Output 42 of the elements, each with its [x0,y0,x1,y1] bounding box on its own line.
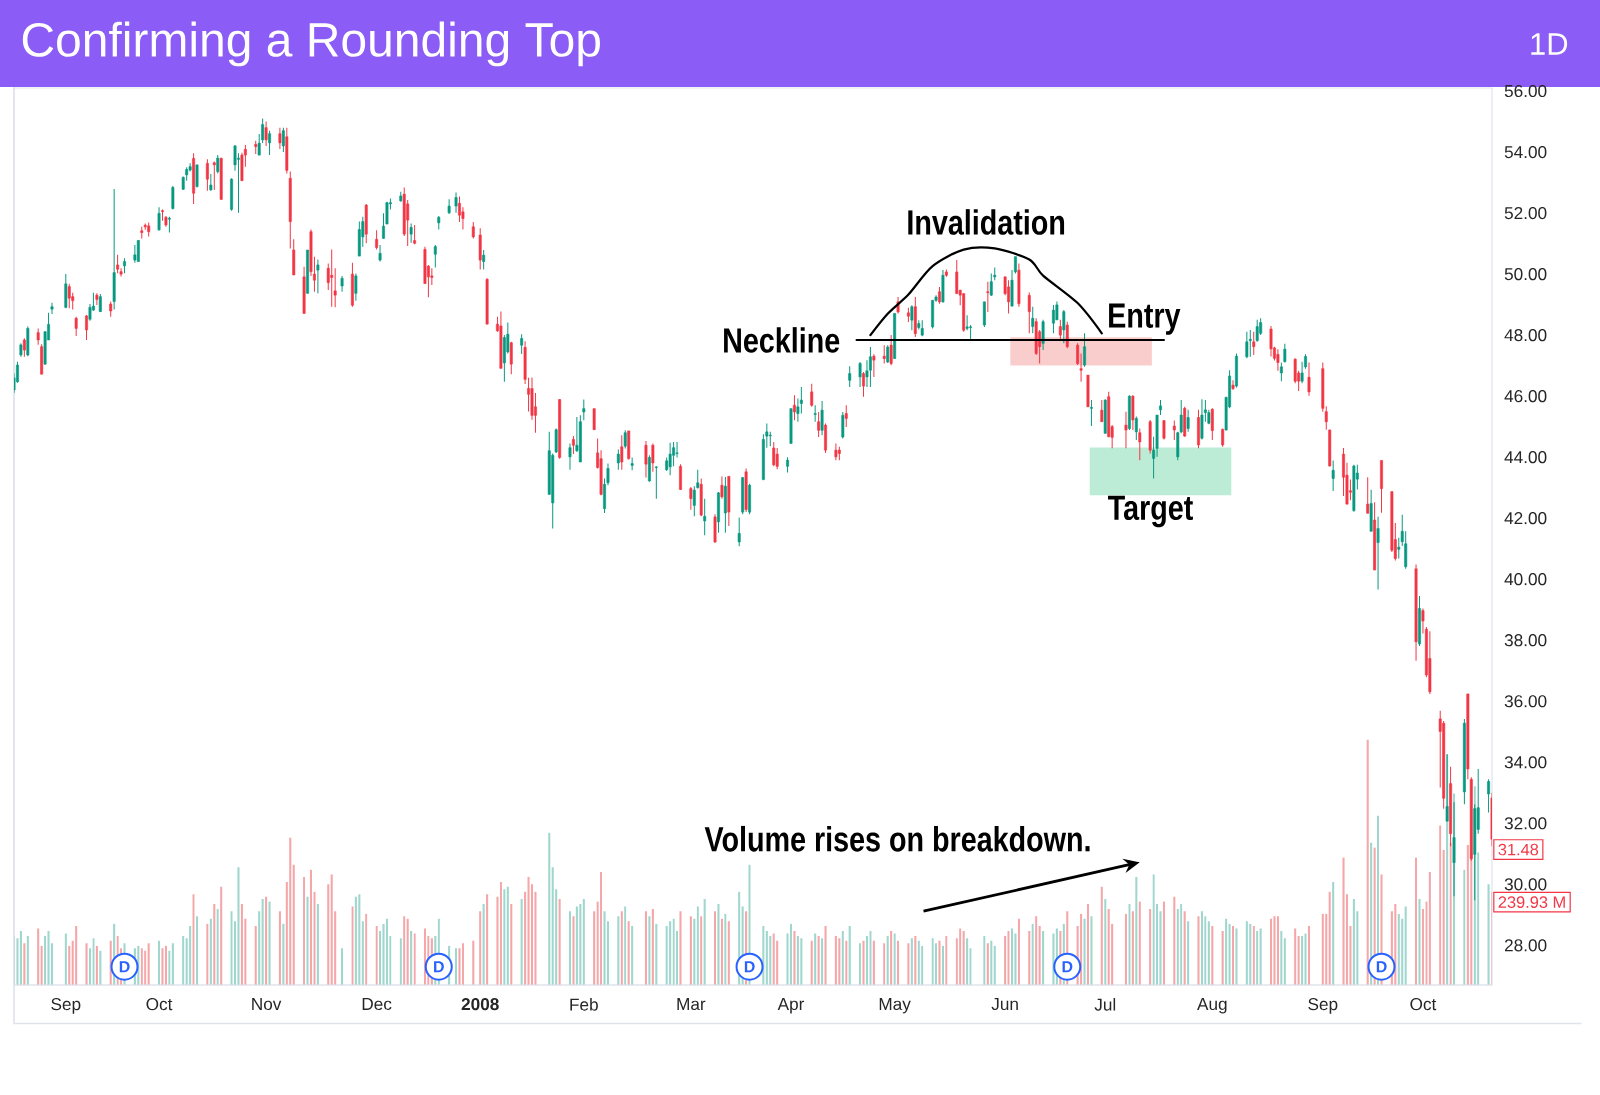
y-tick-label: 30.00 [1504,878,1547,891]
text: 31.48 [1498,843,1539,856]
text: 239.93 M [1498,896,1565,908]
chart-title: Confirming a Rounding Top [22,21,600,67]
x-tick-label: Jun [991,998,1018,1011]
text: D [1376,961,1387,973]
y-tick-label: 56.00 [1504,84,1547,98]
x-tick-label: Nov [252,998,282,1011]
text: D [744,961,755,973]
y-tick-label: 54.00 [1504,145,1547,159]
x-tick-label: Aug [1197,998,1227,1014]
y-tick-label: 36.00 [1504,695,1547,708]
x-tick-label: Jul [1094,998,1116,1011]
x-tick-label: Oct [1410,998,1437,1011]
series-label: Invalidation [908,209,1065,235]
series-label: Neckline [724,327,840,353]
y-tick-label: 42.00 [1504,512,1547,525]
chart-subtitle: 1D [1531,33,1568,55]
y-tick-label: 34.00 [1504,756,1547,769]
y-tick-label: 38.00 [1504,634,1547,647]
y-tick-label: 52.00 [1504,206,1547,220]
x-tick-label: Sep [51,998,81,1014]
annotation: Volume rises on breakdown. [704,825,1090,852]
x-tick-label: Mar [677,998,706,1011]
x-tick-label: Feb [570,998,598,1011]
x-tick-label: Apr [777,998,805,1014]
x-tick-label: May [879,998,911,1014]
annotation: Entry [1109,303,1181,335]
y-tick-label: 44.00 [1504,451,1547,464]
text: D [434,961,444,973]
y-tick-label: 48.00 [1504,329,1547,342]
x-tick-label: Sep [1308,998,1338,1014]
x-tick-label: 2008 [461,998,499,1011]
x-tick-label: Dec [362,998,392,1011]
y-tick-label: 28.00 [1504,939,1547,952]
annotation: Target [1108,495,1193,528]
y-tick-label: 50.00 [1504,268,1547,281]
y-tick-label: 46.00 [1504,390,1547,403]
x-tick-label: Oct [146,998,173,1011]
y-tick-label: 40.00 [1504,573,1547,586]
text: D [1062,961,1073,973]
y-tick-label: 32.00 [1504,817,1547,830]
